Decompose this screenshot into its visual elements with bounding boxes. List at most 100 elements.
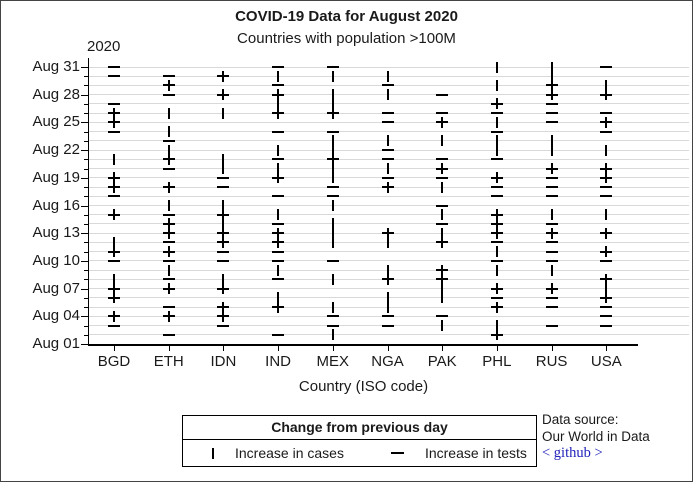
test-marker [217, 259, 230, 262]
gridline [89, 260, 689, 262]
test-marker [108, 75, 120, 78]
test-marker [600, 66, 613, 68]
case-marker [441, 292, 444, 304]
test-marker [600, 278, 613, 281]
test-marker [436, 222, 449, 225]
x-tick [606, 345, 608, 351]
test-marker [600, 296, 613, 299]
test-marker [272, 306, 285, 309]
test-marker [217, 93, 230, 96]
gridline [89, 288, 689, 290]
test-marker [108, 130, 120, 133]
test-marker [490, 195, 503, 198]
gridline [89, 223, 689, 225]
case-marker [222, 153, 225, 165]
test-marker [545, 241, 558, 244]
test-marker [490, 241, 503, 244]
test-marker [490, 158, 503, 161]
test-marker [490, 130, 503, 133]
test-marker [108, 287, 120, 290]
y-tick [81, 205, 89, 207]
test-marker [545, 306, 558, 309]
case-marker [386, 89, 389, 101]
test-marker [162, 186, 175, 189]
test-marker [326, 66, 339, 68]
x-tick [223, 345, 225, 351]
test-marker [436, 167, 449, 170]
case-marker [222, 218, 225, 230]
test-marker [272, 222, 285, 225]
test-marker [490, 296, 503, 299]
test-marker [545, 186, 558, 189]
case-marker [605, 209, 608, 221]
case-marker [386, 135, 389, 147]
case-marker [277, 70, 280, 82]
test-marker [108, 259, 120, 262]
case-marker [386, 70, 389, 82]
case-marker [386, 292, 389, 304]
test-marker [108, 121, 120, 124]
test-marker [217, 324, 230, 327]
test-marker [108, 102, 120, 105]
case-marker [277, 144, 280, 156]
github-link[interactable]: < github > [542, 445, 603, 461]
y-axis-year-label: 2020 [87, 38, 121, 55]
test-marker [490, 112, 503, 115]
x-tick-label: NGA [371, 353, 404, 370]
test-marker [600, 315, 613, 318]
x-tick [278, 345, 280, 351]
y-tick-label: Aug 16 [32, 196, 80, 214]
y-tick [84, 131, 89, 133]
case-marker [605, 144, 608, 156]
case-marker [331, 236, 334, 248]
y-tick [84, 325, 89, 327]
test-marker [217, 176, 230, 179]
legend-title: Change from previous day [183, 416, 536, 440]
test-marker [600, 121, 613, 124]
test-marker [326, 195, 339, 198]
case-marker [331, 163, 334, 175]
x-tick-label: USA [590, 353, 622, 370]
test-marker [436, 158, 449, 161]
test-marker [162, 259, 175, 262]
test-marker [272, 158, 285, 161]
test-marker [545, 296, 558, 299]
test-marker [381, 232, 394, 235]
y-tick [84, 113, 89, 115]
test-marker [600, 250, 613, 253]
test-marker [162, 158, 175, 161]
test-marker [600, 195, 613, 198]
case-marker [331, 329, 334, 341]
case-marker [550, 61, 553, 73]
test-marker [108, 296, 120, 299]
gridline [89, 66, 689, 68]
test-marker [272, 241, 285, 244]
test-marker [381, 315, 394, 318]
test-marker [108, 213, 120, 216]
y-tick [84, 242, 89, 244]
test-marker [326, 186, 339, 189]
test-marker [490, 213, 503, 216]
gridline [89, 94, 689, 96]
test-marker [600, 112, 613, 115]
test-marker [545, 195, 558, 198]
y-tick [84, 297, 89, 299]
y-tick [84, 223, 89, 225]
y-tick [81, 288, 89, 290]
case-marker [113, 236, 115, 248]
test-marker [272, 232, 285, 235]
test-marker [436, 204, 449, 207]
case-marker [167, 264, 170, 276]
y-axis-line [87, 58, 89, 346]
case-marker [331, 144, 334, 156]
test-marker [545, 222, 558, 225]
case-marker [331, 200, 334, 211]
test-marker [108, 66, 120, 68]
case-marker [277, 292, 280, 304]
x-tick-label: PHL [482, 353, 512, 370]
y-tick [84, 76, 89, 78]
case-marker [222, 273, 225, 285]
y-tick-label: Aug 28 [32, 85, 80, 103]
x-tick-label: MEX [316, 353, 350, 370]
